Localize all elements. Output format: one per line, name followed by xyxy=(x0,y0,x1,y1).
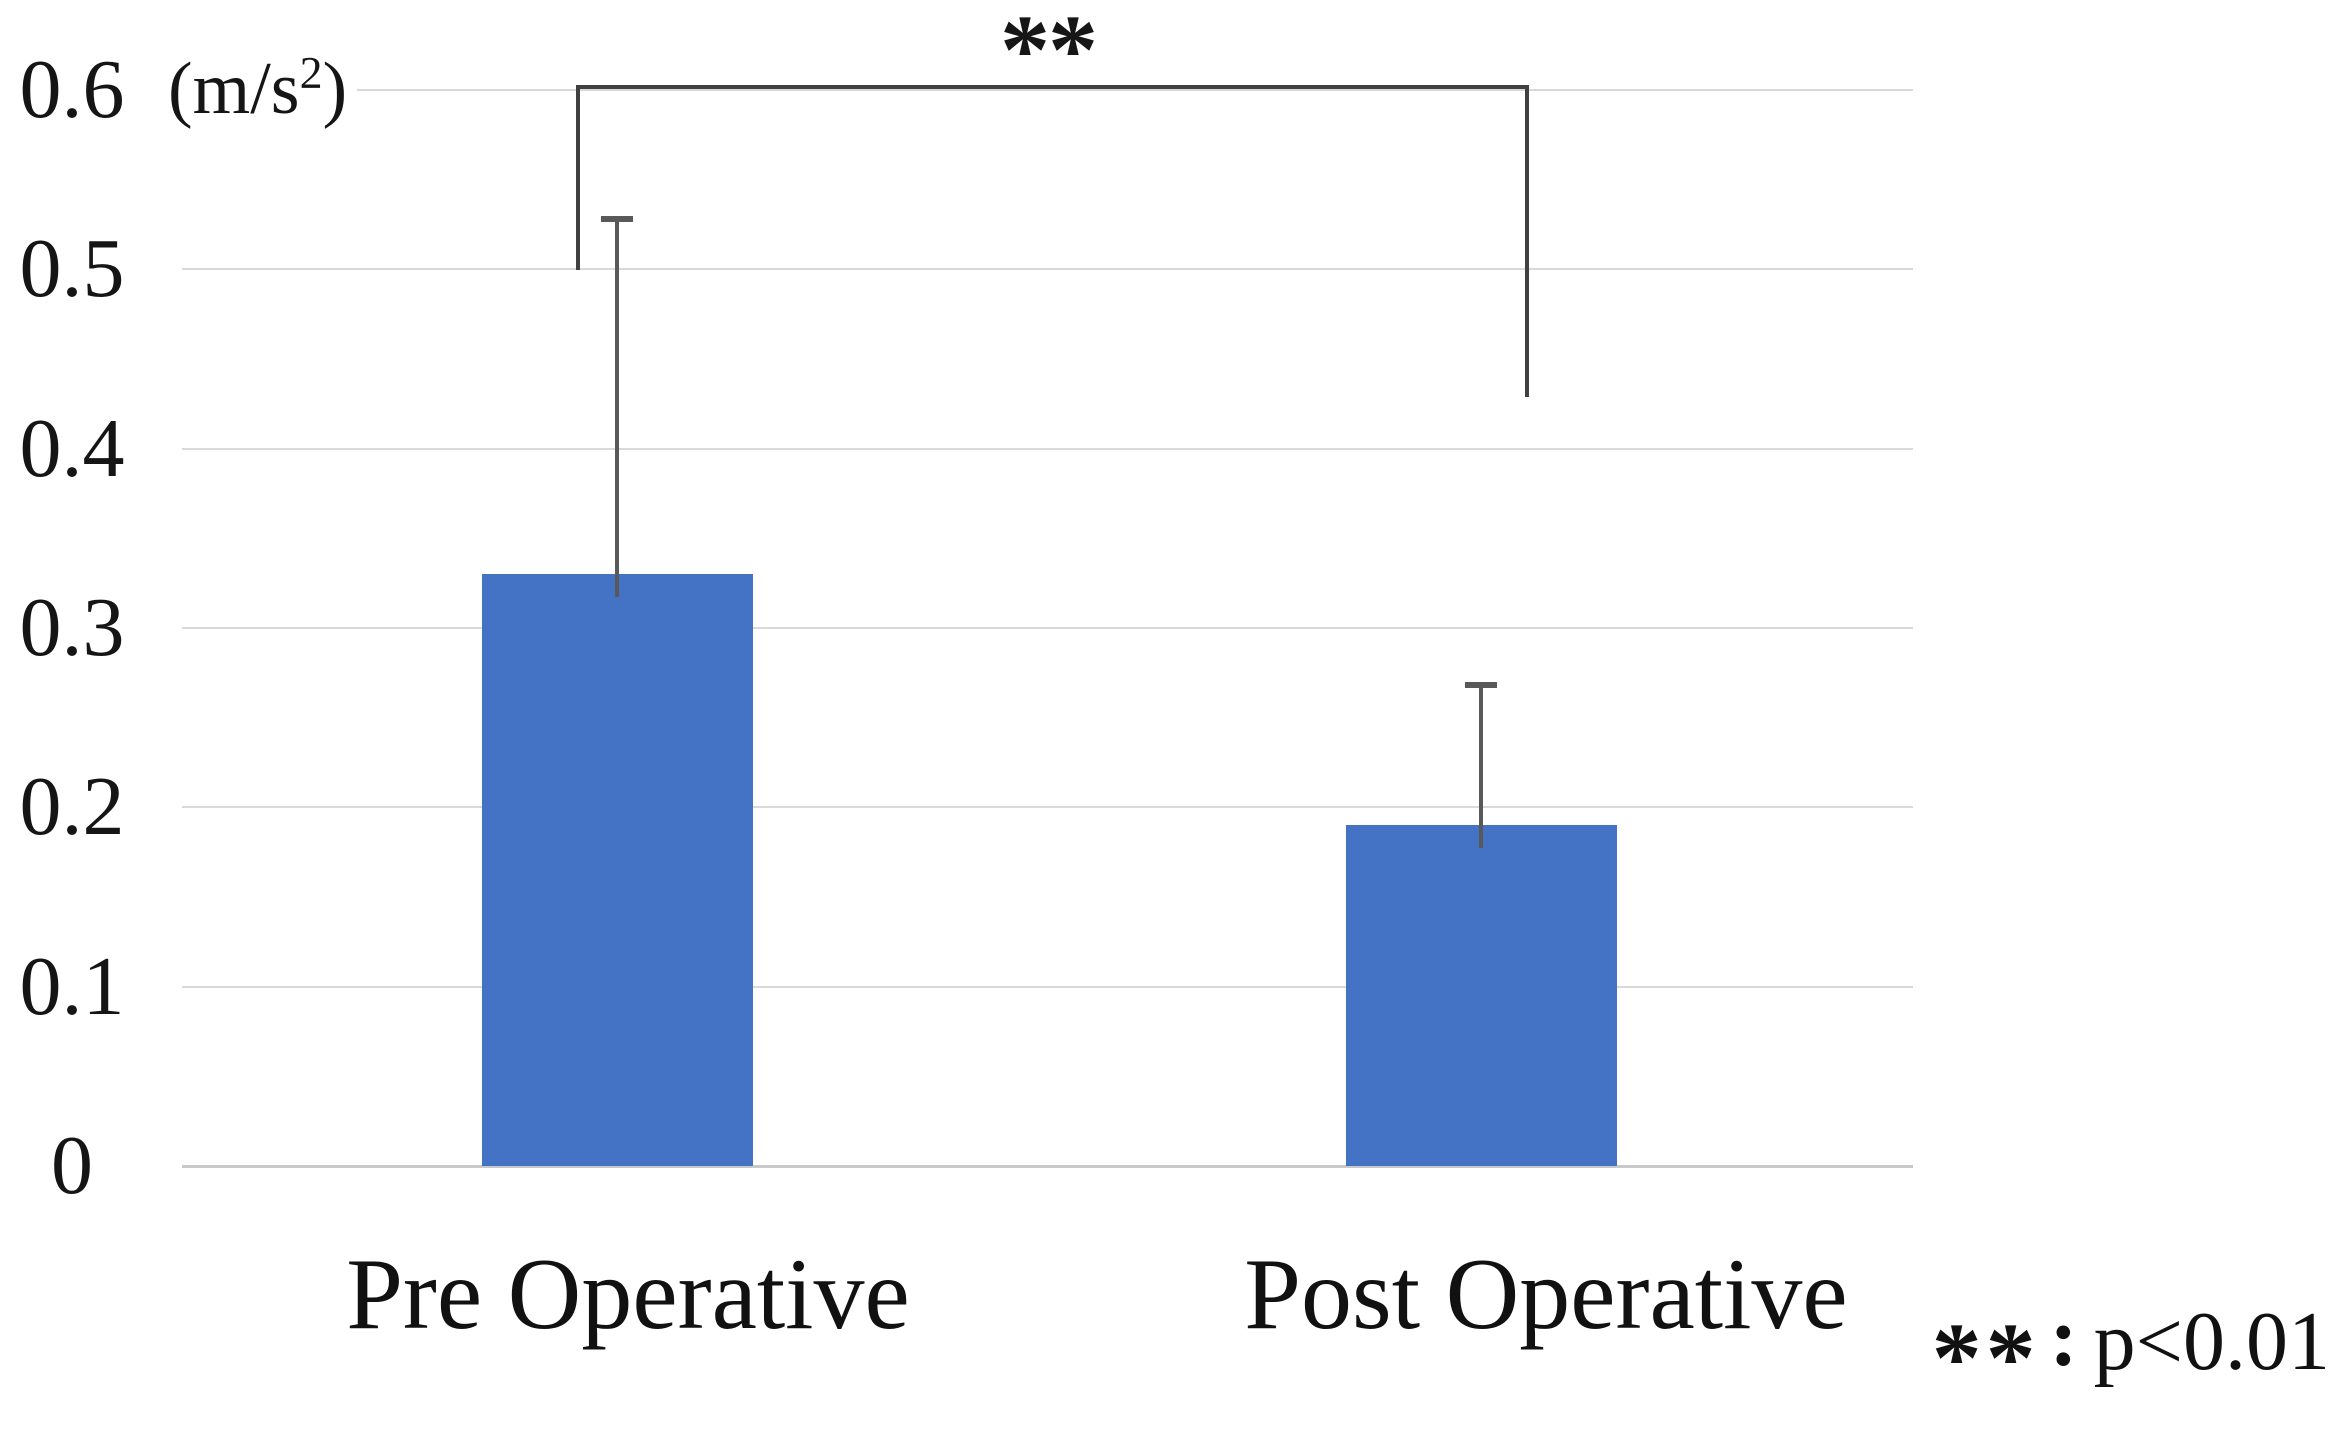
bar-post-operative xyxy=(1345,825,1617,1166)
error-bar-cap-pre-operative xyxy=(601,215,633,222)
y-tick-label-0.6: 0.6 xyxy=(19,43,125,136)
error-bar-line-post-operative xyxy=(1479,684,1483,849)
y-tick-label-0.4: 0.4 xyxy=(19,401,125,495)
footnote-colon: : xyxy=(2049,1291,2078,1384)
unit-superscript: 2 xyxy=(299,47,323,98)
y-gridline-0.4 xyxy=(182,447,1913,450)
y-gridline-0.2 xyxy=(182,806,1913,809)
unit-suffix: ) xyxy=(322,48,348,131)
category-label-pre-operative: Pre Operative xyxy=(346,1238,910,1351)
footnote-asterisks: ** xyxy=(1931,1302,2040,1413)
bar-pre-operative xyxy=(481,574,753,1166)
significance-bracket-right-line xyxy=(1525,85,1529,397)
error-bar-line-pre-operative xyxy=(615,218,619,598)
footnote-pvalue-label: p<0.01 xyxy=(2093,1295,2330,1388)
significance-bracket-left-line xyxy=(576,85,580,270)
y-gridline-0.1 xyxy=(182,985,1913,988)
y-tick-label-0.1: 0.1 xyxy=(19,939,125,1033)
y-gridline-0.6 xyxy=(182,89,1913,91)
y-gridline-0.5 xyxy=(182,268,1913,271)
y-gridline-0 xyxy=(182,1165,1913,1168)
y-tick-label-0.2: 0.2 xyxy=(19,760,125,854)
significance-marker: ** xyxy=(1000,0,1098,105)
significance-footnote: ** : p<0.01 xyxy=(1932,1286,2330,1408)
unit-prefix: (m/s xyxy=(168,48,300,131)
y-tick-label-0: 0 xyxy=(51,1119,93,1212)
y-axis-unit-label: (m/s2) xyxy=(160,46,358,135)
error-bar-cap-post-operative xyxy=(1465,681,1497,688)
y-gridline-0.3 xyxy=(182,627,1913,629)
category-label-post-operative: Post Operative xyxy=(1244,1238,1848,1351)
significance-bracket-top-line xyxy=(576,85,1529,89)
y-tick-label-0.3: 0.3 xyxy=(19,581,125,674)
y-tick-label-0.5: 0.5 xyxy=(19,222,125,316)
